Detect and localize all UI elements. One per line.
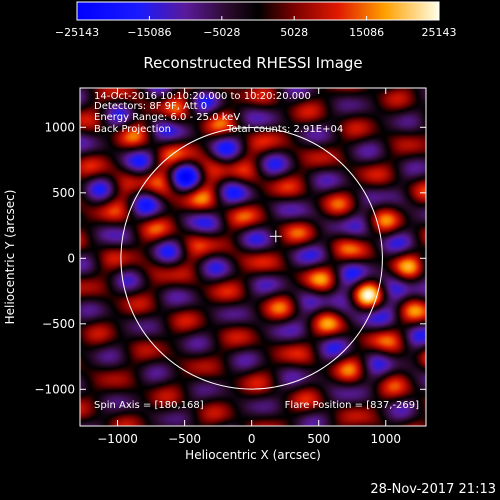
y-tick-label: 1000 xyxy=(44,120,75,134)
crosshair-marker xyxy=(269,230,282,243)
colorbar-ramp xyxy=(76,1,440,21)
colorbar-tick-label: −15086 xyxy=(127,26,171,39)
footer-timestamp: 28-Nov-2017 21:13 xyxy=(370,482,496,497)
y-tick-label: −1000 xyxy=(34,382,75,396)
chart-title: Reconstructed RHESSI Image xyxy=(143,54,362,72)
x-tick-label: −500 xyxy=(168,432,201,446)
colorbar-tick-label: 25143 xyxy=(422,26,457,39)
colorbar-tick-label: 15086 xyxy=(349,26,384,39)
colorbar-tick-label: 5028 xyxy=(280,26,308,39)
time-range-text: 14-Oct-2016 10:10:20.000 to 10:20:20.000 xyxy=(94,91,311,102)
plot-frame xyxy=(79,87,427,427)
y-tick-label: −500 xyxy=(42,317,75,331)
x-tick-label: 500 xyxy=(307,432,330,446)
method-text: Back Projection xyxy=(94,124,171,135)
solar-limb-circle xyxy=(120,127,383,390)
total-counts-text: Total counts: 2.91E+04 xyxy=(226,124,343,135)
energy-range-text: Energy Range: 6.0 - 25.0 keV xyxy=(94,112,240,123)
spin-axis-text: Spin Axis = [180,168] xyxy=(94,400,204,411)
y-tick-label: 500 xyxy=(52,186,75,200)
colorbar-tick-label: −5028 xyxy=(203,26,240,39)
colorbar: −25143 −15086 −5028 5028 15086 25143 xyxy=(55,1,457,39)
heatmap-image xyxy=(80,88,426,426)
colorbar-tick-label: −25143 xyxy=(55,26,99,39)
plot-area: −1000 −500 0 500 1000 −1000 −500 0 500 1000 xyxy=(34,87,427,446)
y-axis-label: Heliocentric Y (arcsec) xyxy=(3,190,17,325)
x-tick-label: 0 xyxy=(248,432,256,446)
x-tick-label: 1000 xyxy=(370,432,401,446)
axis-ticks: −1000 −500 0 500 1000 −1000 −500 0 500 1000 xyxy=(34,88,426,446)
flare-position-text: Flare Position = [837,-269] xyxy=(285,400,419,411)
colorbar-ticks: −25143 −15086 −5028 5028 15086 25143 xyxy=(55,16,457,39)
x-axis-label: Heliocentric X (arcsec) xyxy=(185,448,321,462)
y-tick-label: 0 xyxy=(67,251,75,265)
x-tick-label: −1000 xyxy=(97,432,138,446)
detectors-text: Detectors: 8F 9F, Att 0 xyxy=(94,101,207,112)
annotations: 14-Oct-2016 10:10:20.000 to 10:20:20.000… xyxy=(94,91,419,411)
